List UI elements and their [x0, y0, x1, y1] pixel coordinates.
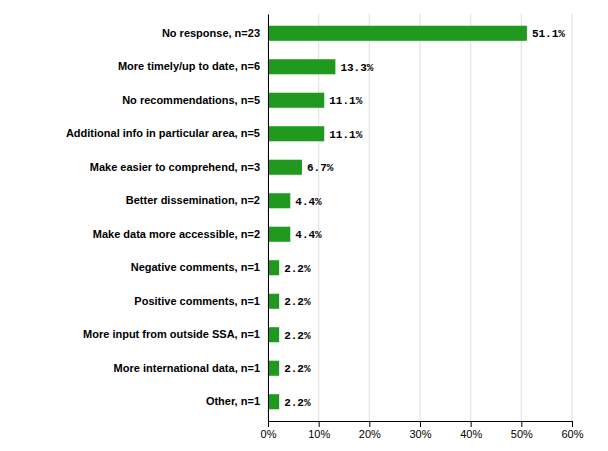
x-axis: 0% 10% 20% 30% 40% 50% 60% — [261, 421, 584, 440]
y-tick: Better dissemination, n=2 — [126, 194, 260, 206]
grid-line — [318, 14, 319, 421]
grid-line — [521, 14, 522, 421]
x-tick: 0% — [261, 421, 277, 440]
x-tick: 60% — [561, 421, 583, 440]
x-tick-label: 20% — [359, 428, 381, 440]
y-tick: More international data, n=1 — [114, 362, 260, 374]
grid-line — [369, 14, 370, 421]
y-tick-label: Negative comments, n=1 — [131, 261, 260, 273]
y-tick: Make easier to comprehend, n=3 — [90, 161, 260, 173]
bar — [268, 26, 527, 41]
x-tick-mark — [319, 421, 320, 427]
plot: 0% 10% 20% 30% 40% 50% 60% No response, n=23 Mor… — [66, 14, 584, 440]
y-tick: No response, n=23 — [162, 27, 260, 39]
x-tick-mark — [521, 421, 522, 427]
data-labels: 51.1% 13.3% 11.1% 11.1% 6.7% 4.4% 4.4% 2.2% 2.2%… — [284, 28, 565, 408]
y-tick-label: Make data more accessible, n=2 — [93, 228, 260, 240]
x-tick: 10% — [308, 421, 330, 440]
y-tick: Negative comments, n=1 — [131, 261, 260, 273]
data-label: 13.3% — [340, 62, 373, 74]
y-tick-label: Additional info in particular area, n=5 — [66, 127, 260, 139]
y-tick: Positive comments, n=1 — [134, 295, 260, 307]
bar — [268, 361, 279, 376]
y-tick-label: More international data, n=1 — [114, 362, 260, 374]
x-tick-mark — [572, 421, 573, 427]
bar — [268, 160, 302, 175]
bar — [268, 294, 279, 309]
bar — [268, 93, 324, 108]
grid-line — [470, 14, 471, 421]
data-label: 2.2% — [284, 397, 311, 409]
bar — [268, 394, 279, 409]
x-tick-label: 40% — [460, 428, 482, 440]
x-tick: 20% — [359, 421, 381, 440]
data-label: 51.1% — [532, 28, 565, 40]
y-tick-label: Better dissemination, n=2 — [126, 194, 260, 206]
y-tick: More timely/up to date, n=6 — [118, 60, 260, 72]
data-label: 6.7% — [307, 162, 334, 174]
y-tick-label: Other, n=1 — [206, 395, 260, 407]
y-tick: Other, n=1 — [206, 395, 260, 407]
y-tick-label: Make easier to comprehend, n=3 — [90, 161, 260, 173]
x-axis-line — [269, 422, 573, 428]
x-tick: 50% — [511, 421, 533, 440]
data-label: 2.2% — [284, 363, 311, 375]
data-label: 2.2% — [284, 296, 311, 308]
y-tick-label: No recommendations, n=5 — [122, 94, 260, 106]
data-label: 11.1% — [329, 129, 362, 141]
data-label: 4.4% — [295, 196, 322, 208]
data-label: 2.2% — [284, 263, 311, 275]
x-tick-label: 50% — [511, 428, 533, 440]
y-tick: No recommendations, n=5 — [122, 94, 260, 106]
y-tick: Make data more accessible, n=2 — [93, 228, 260, 240]
y-tick: Additional info in particular area, n=5 — [66, 127, 260, 139]
x-tick-mark — [369, 421, 370, 427]
x-tick-mark — [420, 421, 421, 427]
y-axis-line — [268, 15, 269, 422]
bar — [268, 260, 279, 275]
chart: 0% 10% 20% 30% 40% 50% 60% No response, n=23 Mor… — [0, 0, 608, 451]
bars — [268, 26, 527, 410]
data-label: 2.2% — [284, 330, 311, 342]
data-label: 11.1% — [329, 95, 362, 107]
x-tick-label: 30% — [409, 428, 431, 440]
grid — [268, 14, 572, 421]
x-tick-mark — [471, 421, 472, 427]
grid-line — [572, 14, 573, 421]
data-label: 4.4% — [295, 229, 322, 241]
x-tick-label: 10% — [308, 428, 330, 440]
grid-line — [268, 14, 269, 421]
x-tick-label: 60% — [561, 428, 583, 440]
y-axis: No response, n=23 More timely/up to date,… — [66, 15, 269, 422]
x-tick-label: 0% — [261, 428, 277, 440]
y-tick-label: More timely/up to date, n=6 — [118, 60, 260, 72]
y-tick: More input from outside SSA, n=1 — [83, 328, 260, 340]
y-tick-label: No response, n=23 — [162, 27, 260, 39]
bar — [268, 227, 290, 242]
grid-line — [420, 14, 421, 421]
bar — [268, 327, 279, 342]
bar — [268, 193, 290, 208]
bar — [268, 59, 335, 74]
bar — [268, 126, 324, 141]
x-tick-mark — [268, 421, 269, 427]
x-tick: 40% — [460, 421, 482, 440]
y-tick-label: Positive comments, n=1 — [134, 295, 260, 307]
x-tick: 30% — [409, 421, 431, 440]
y-tick-label: More input from outside SSA, n=1 — [83, 328, 260, 340]
